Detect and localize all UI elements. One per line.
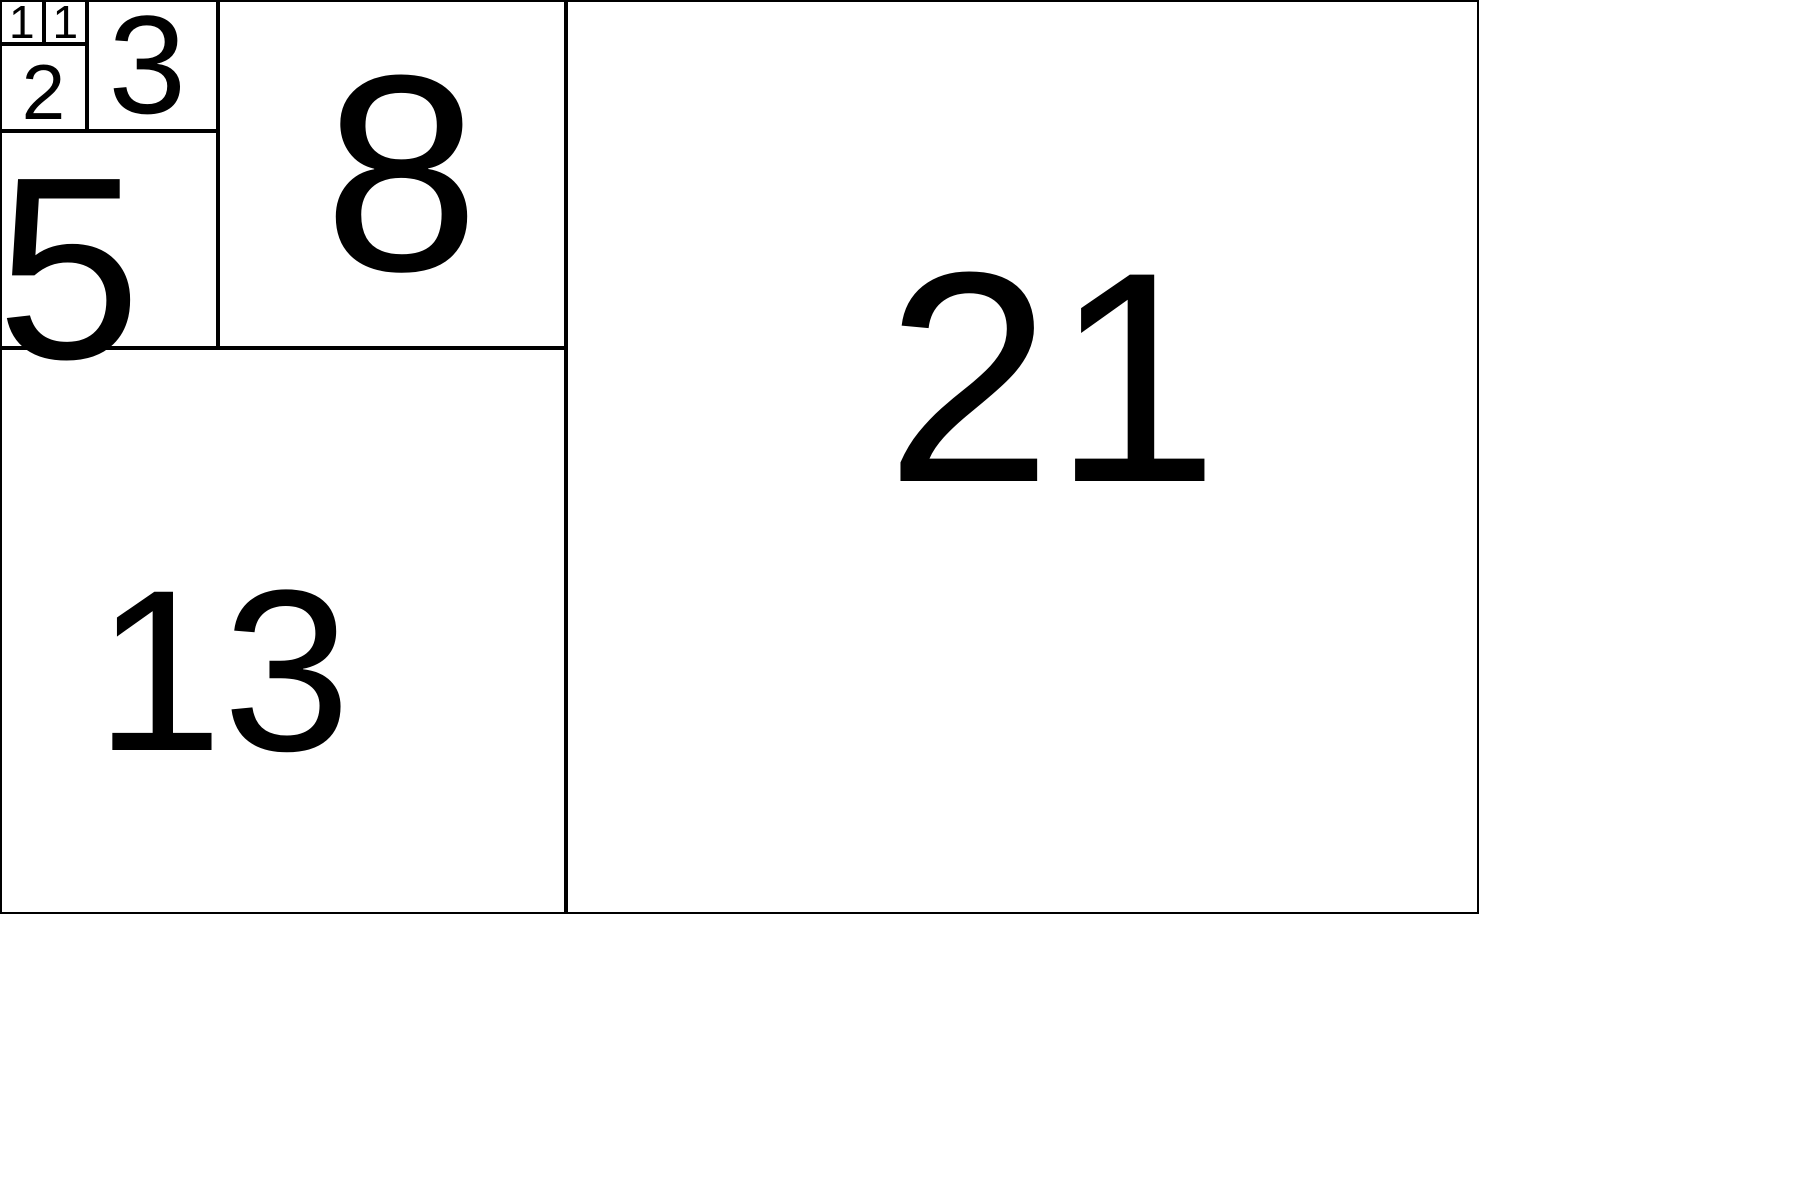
cell-2: 2 [0,44,87,131]
cell-1b: 1 [44,0,88,44]
label-1a: 1 [9,0,35,45]
cell-5: 5 [0,131,218,349]
cell-13: 13 [0,348,566,914]
label-13: 13 [95,556,351,786]
label-1b: 1 [52,0,78,45]
label-3: 3 [108,0,186,135]
label-5: 5 [0,139,141,399]
cell-8: 8 [218,0,566,348]
fibonacci-diagram: 21 13 8 5 3 2 1 1 [0,0,1800,1200]
cell-3: 3 [87,0,218,131]
cell-1a: 1 [0,0,44,44]
label-21: 21 [885,227,1219,527]
cell-21: 21 [566,0,1480,914]
label-8: 8 [324,34,480,314]
label-2: 2 [22,53,65,131]
